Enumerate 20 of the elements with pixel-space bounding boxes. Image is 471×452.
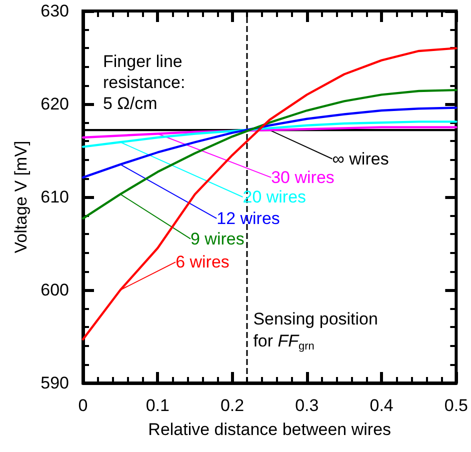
- y-tick-label: 620: [40, 94, 69, 114]
- x-tick-label: 0.1: [146, 396, 170, 415]
- x-tick-label: 0: [78, 396, 88, 415]
- x-tick-label: 0.3: [295, 396, 319, 415]
- text: 12 wires: [216, 208, 280, 228]
- text: 20 wires: [242, 188, 306, 206]
- x-tick-label: 0.2: [220, 396, 244, 415]
- series-label: 6 wires: [176, 252, 230, 272]
- y-tick-label: 590: [40, 374, 69, 392]
- x-tick-label: 0.5: [444, 396, 468, 415]
- y-axis-title: Voltage V [mV]: [12, 140, 31, 254]
- y-tick-label: 630: [40, 2, 69, 20]
- x-tick-label: 0.4: [370, 396, 394, 415]
- series-label: ∞ wires: [332, 149, 389, 168]
- text: 9 wires: [190, 229, 244, 248]
- y-tick-label: 600: [40, 280, 69, 300]
- y-tick-label: 610: [40, 188, 69, 206]
- text: 30 wires: [271, 168, 334, 187]
- x-axis-title: Relative distance between wires: [148, 420, 392, 439]
- annotation: Finger line resistance: 5 Ω/cm: [103, 52, 190, 113]
